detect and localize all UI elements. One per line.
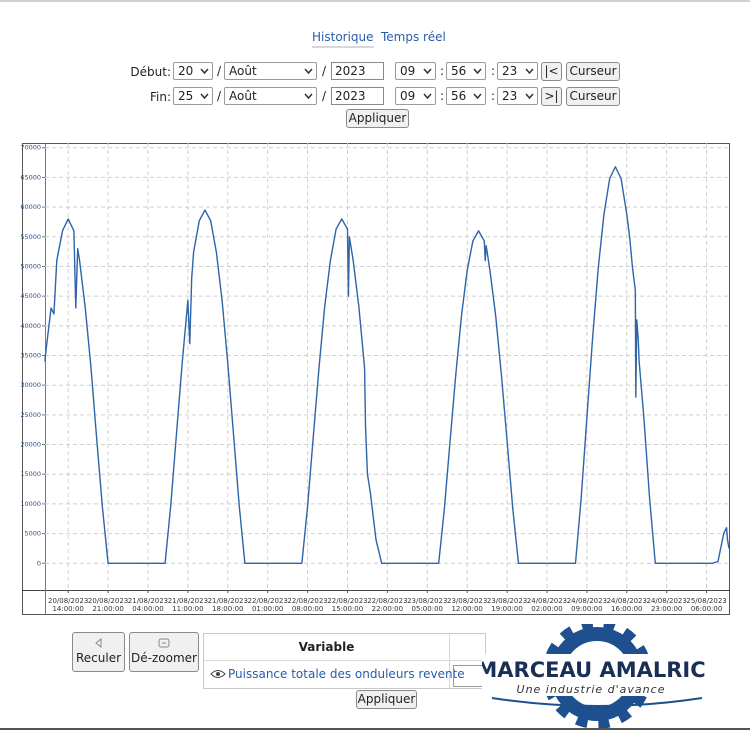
x-tick-label: 22/08/2023 15:00:00 <box>327 597 368 613</box>
top-bar <box>0 0 750 2</box>
x-tick-label: 22/08/2023 22:00:00 <box>367 597 408 613</box>
variable-name[interactable]: Puissance totale des onduleurs revente <box>228 667 465 681</box>
chart-frame <box>22 143 730 615</box>
x-tick-label: 20/08/2023 14:00:00 <box>47 597 89 613</box>
y-tick-label: 30000 <box>20 381 41 389</box>
day-select[interactable]: 25 <box>173 87 213 105</box>
eye-icon[interactable] <box>210 669 226 679</box>
back-icon <box>94 637 101 649</box>
y-tick-label: 5000 <box>24 530 41 538</box>
x-tick-label: 22/08/2023 08:00:00 <box>287 597 328 613</box>
month-value: Août <box>229 64 257 78</box>
unzoom-icon <box>158 638 170 648</box>
logo-band <box>482 654 712 696</box>
x-tick-label: 20/08/2023 21:00:00 <box>87 597 129 613</box>
x-tick-label: 23/08/2023 19:00:00 <box>486 597 528 613</box>
hour-value: 09 <box>400 89 416 103</box>
apply-variables-button[interactable]: Appliquer <box>356 690 417 709</box>
x-tick-label: 24/08/2023 02:00:00 <box>526 597 568 613</box>
back-button[interactable]: Reculer <box>72 632 125 672</box>
x-tick-label: 23/08/2023 12:00:00 <box>446 597 488 613</box>
x-tick-label: 21/08/2023 18:00:00 <box>207 597 248 613</box>
apply-button[interactable]: Appliquer <box>346 109 409 128</box>
y-tick-label: 45000 <box>20 292 41 300</box>
day-value: 25 <box>178 89 194 103</box>
x-tick-label: 25/08/2023 06:00:00 <box>686 597 727 613</box>
y-tick-label: 40000 <box>20 322 41 330</box>
hour-select[interactable]: 09 <box>395 87 436 105</box>
y-tick-label: 70000 <box>20 144 41 152</box>
logo-name: MARCEAU AMALRIC <box>482 658 706 682</box>
day-select[interactable]: 20 <box>173 62 213 80</box>
data-line <box>44 166 730 564</box>
chart: 0 5000 10000 15000 20000 25000 30000 35000 40000… <box>20 143 730 615</box>
nav-end-button[interactable]: >| <box>541 87 562 106</box>
x-tick-label: 24/08/2023 09:00:00 <box>566 597 608 613</box>
y-tick-label: 10000 <box>20 500 41 508</box>
column-divider <box>449 634 450 690</box>
unzoom-button[interactable]: Dé-zoomer <box>129 632 199 672</box>
minute-select[interactable]: 56 <box>446 62 486 80</box>
nav-start-button[interactable]: |< <box>541 62 562 81</box>
y-tick-label: 15000 <box>20 470 41 478</box>
second-select[interactable]: 23 <box>497 62 538 80</box>
minute-select[interactable]: 56 <box>446 87 486 105</box>
y-tick-label: 60000 <box>20 203 41 211</box>
separator: / <box>217 89 222 103</box>
month-value: Août <box>229 89 257 103</box>
month-select[interactable]: Août <box>224 62 317 80</box>
y-tick-label: 20000 <box>20 441 41 449</box>
logo-tagline: Une industrie d'avance <box>517 683 666 696</box>
y-tick-label: 65000 <box>20 173 41 181</box>
second-value: 23 <box>502 89 518 103</box>
cursor-button[interactable]: Curseur <box>566 62 620 81</box>
y-tick-label: 50000 <box>20 262 41 270</box>
x-tick-label: 24/08/2023 16:00:00 <box>606 597 647 613</box>
x-tick-label: 22/08/2023 01:00:00 <box>247 597 288 613</box>
logo-swoosh <box>491 697 703 707</box>
unzoom-label: Dé-zoomer <box>131 651 197 665</box>
year-input[interactable]: 2023 <box>331 87 384 105</box>
separator: / <box>322 64 327 78</box>
y-tick-label: 25000 <box>20 411 41 419</box>
variable-table: Variable Puissance totale des onduleurs … <box>203 633 495 690</box>
separator: : <box>440 89 445 103</box>
separator: : <box>491 64 496 78</box>
hour-value: 09 <box>400 64 416 78</box>
x-tick-label: 21/08/2023 04:00:00 <box>127 597 169 613</box>
tab-realtime[interactable]: Temps réel <box>381 30 446 44</box>
year-input[interactable]: 2023 <box>331 62 384 80</box>
x-tick-label: 24/08/2023 23:00:00 <box>646 597 687 613</box>
y-tick-label: 0 <box>37 559 41 567</box>
end-label: Fin: <box>149 90 171 104</box>
bottom-bar <box>0 728 750 730</box>
y-tick-label: 55000 <box>20 233 41 241</box>
hour-select[interactable]: 09 <box>395 62 436 80</box>
separator: : <box>491 89 496 103</box>
start-label: Début: <box>130 65 171 79</box>
second-value: 23 <box>502 64 518 78</box>
cursor-button[interactable]: Curseur <box>566 87 620 106</box>
x-tick-label: 21/08/2023 11:00:00 <box>167 597 209 613</box>
minute-value: 56 <box>451 89 467 103</box>
separator: / <box>322 89 327 103</box>
header-divider <box>204 660 487 661</box>
day-value: 20 <box>178 64 194 78</box>
minute-value: 56 <box>451 64 467 78</box>
x-tick-label: 23/08/2023 05:00:00 <box>407 597 448 613</box>
separator: / <box>217 64 222 78</box>
second-select[interactable]: 23 <box>497 87 538 105</box>
month-select[interactable]: Août <box>224 87 317 105</box>
tab-history[interactable]: Historique <box>312 30 374 48</box>
back-label: Reculer <box>75 651 122 665</box>
separator: : <box>440 64 445 78</box>
logo: MARCEAU AMALRIC Une industrie d'avance <box>482 624 712 729</box>
variable-header: Variable <box>298 640 355 654</box>
y-tick-label: 35000 <box>20 352 41 360</box>
